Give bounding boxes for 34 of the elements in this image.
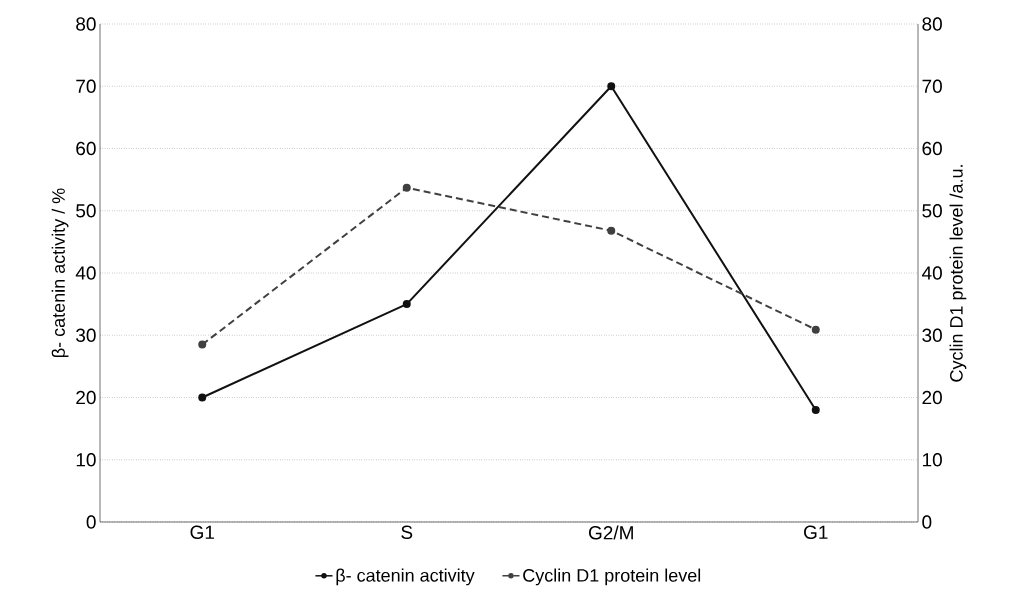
y2-tick-label: 20	[922, 390, 942, 405]
point	[811, 325, 820, 334]
y2-tick-label: 0	[922, 515, 932, 529]
point	[198, 340, 207, 349]
y-tick-label: 80	[76, 17, 96, 31]
y2-tick-label: 60	[922, 141, 942, 156]
point	[607, 82, 616, 91]
point	[402, 300, 411, 309]
point	[198, 393, 207, 402]
y2-tick-label: 70	[922, 79, 942, 93]
point	[811, 405, 820, 414]
y-tick-label: 40	[75, 266, 96, 280]
y-tick-label: 60	[76, 141, 96, 156]
y-tick-label: 10	[76, 453, 96, 467]
legend-label: Cyclin D1 protein level	[523, 568, 701, 586]
x-tick-label: G1	[804, 525, 828, 539]
x-tick-label: G2/M	[588, 525, 633, 540]
y-tick-label: 20	[76, 390, 96, 405]
y-tick-label: 50	[76, 204, 96, 218]
y-tick-label: 0	[86, 515, 96, 529]
y2-axis-title: Cyclin D1 protein level /a.u.	[949, 165, 967, 382]
y-axis-title: β- catenin activity / %	[51, 188, 69, 357]
x-tick-label: S	[401, 525, 413, 539]
y2-tick-label: 80	[922, 17, 942, 31]
y2-tick-label: 50	[922, 204, 942, 218]
y2-tick-label: 30	[922, 328, 942, 342]
y-tick-label: 70	[76, 79, 96, 93]
x-tick-label: G1	[190, 525, 214, 539]
legend-label: β- catenin activity	[336, 568, 475, 586]
point	[402, 183, 411, 192]
y-tick-label: 30	[76, 328, 96, 342]
point	[607, 226, 616, 235]
y2-tick-label: 40	[921, 266, 942, 280]
y2-tick-label: 10	[922, 453, 942, 467]
